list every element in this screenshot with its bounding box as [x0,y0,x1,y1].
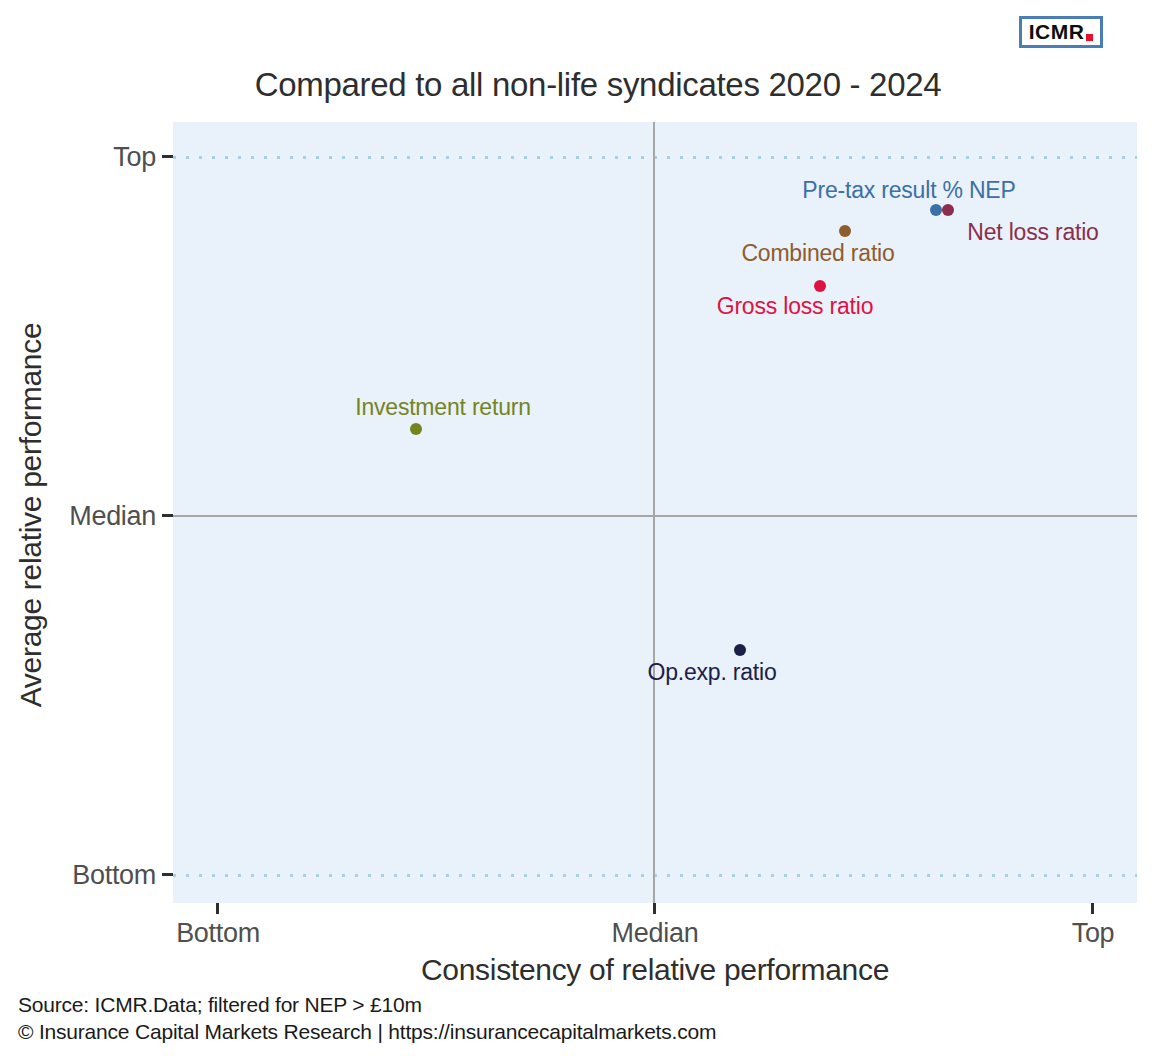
y-tick-label-median: Median [69,501,156,532]
x-tick-mark-top [1091,903,1094,914]
gridline-median-vertical [653,122,655,903]
icmr-logo-text: ICMR [1029,20,1085,44]
point-label: Combined ratio [741,240,894,267]
chart-title: Compared to all non-life syndicates 2020… [255,66,942,104]
data-point [930,204,942,216]
point-label: Gross loss ratio [717,293,874,320]
y-tick-label-top: Top [113,142,156,173]
y-tick-mark-top [162,155,173,158]
copyright-text: © Insurance Capital Markets Research | h… [18,1020,716,1044]
x-tick-mark-bottom [216,903,219,914]
gridline-bottom-dotted [173,874,1137,877]
x-tick-label-top: Top [1072,918,1115,949]
data-point [410,423,422,435]
x-tick-mark-median [653,903,656,914]
data-point [734,644,746,656]
x-tick-label-bottom: Bottom [176,918,260,949]
y-tick-mark-bottom [162,873,173,876]
icmr-logo-red-dot-icon [1086,34,1093,41]
point-label: Pre-tax result % NEP [802,177,1015,204]
plot-panel: Pre-tax result % NEP Net loss ratio Combin… [173,122,1137,903]
data-point [839,225,851,237]
data-point [942,204,954,216]
data-point [814,280,826,292]
source-text: Source: ICMR.Data; filtered for NEP > £1… [18,993,422,1017]
y-axis-title: Average relative performance [14,323,48,708]
gridline-top-dotted [173,156,1137,159]
point-label: Op.exp. ratio [647,659,776,686]
y-tick-label-bottom: Bottom [72,860,156,891]
y-tick-mark-median [162,514,173,517]
gridline-median-horizontal [173,515,1137,517]
x-tick-label-median: Median [612,918,699,949]
point-label: Investment return [355,394,531,421]
point-label: Net loss ratio [967,219,1098,246]
icmr-logo: ICMR [1019,16,1103,48]
x-axis-title: Consistency of relative performance [421,953,889,987]
